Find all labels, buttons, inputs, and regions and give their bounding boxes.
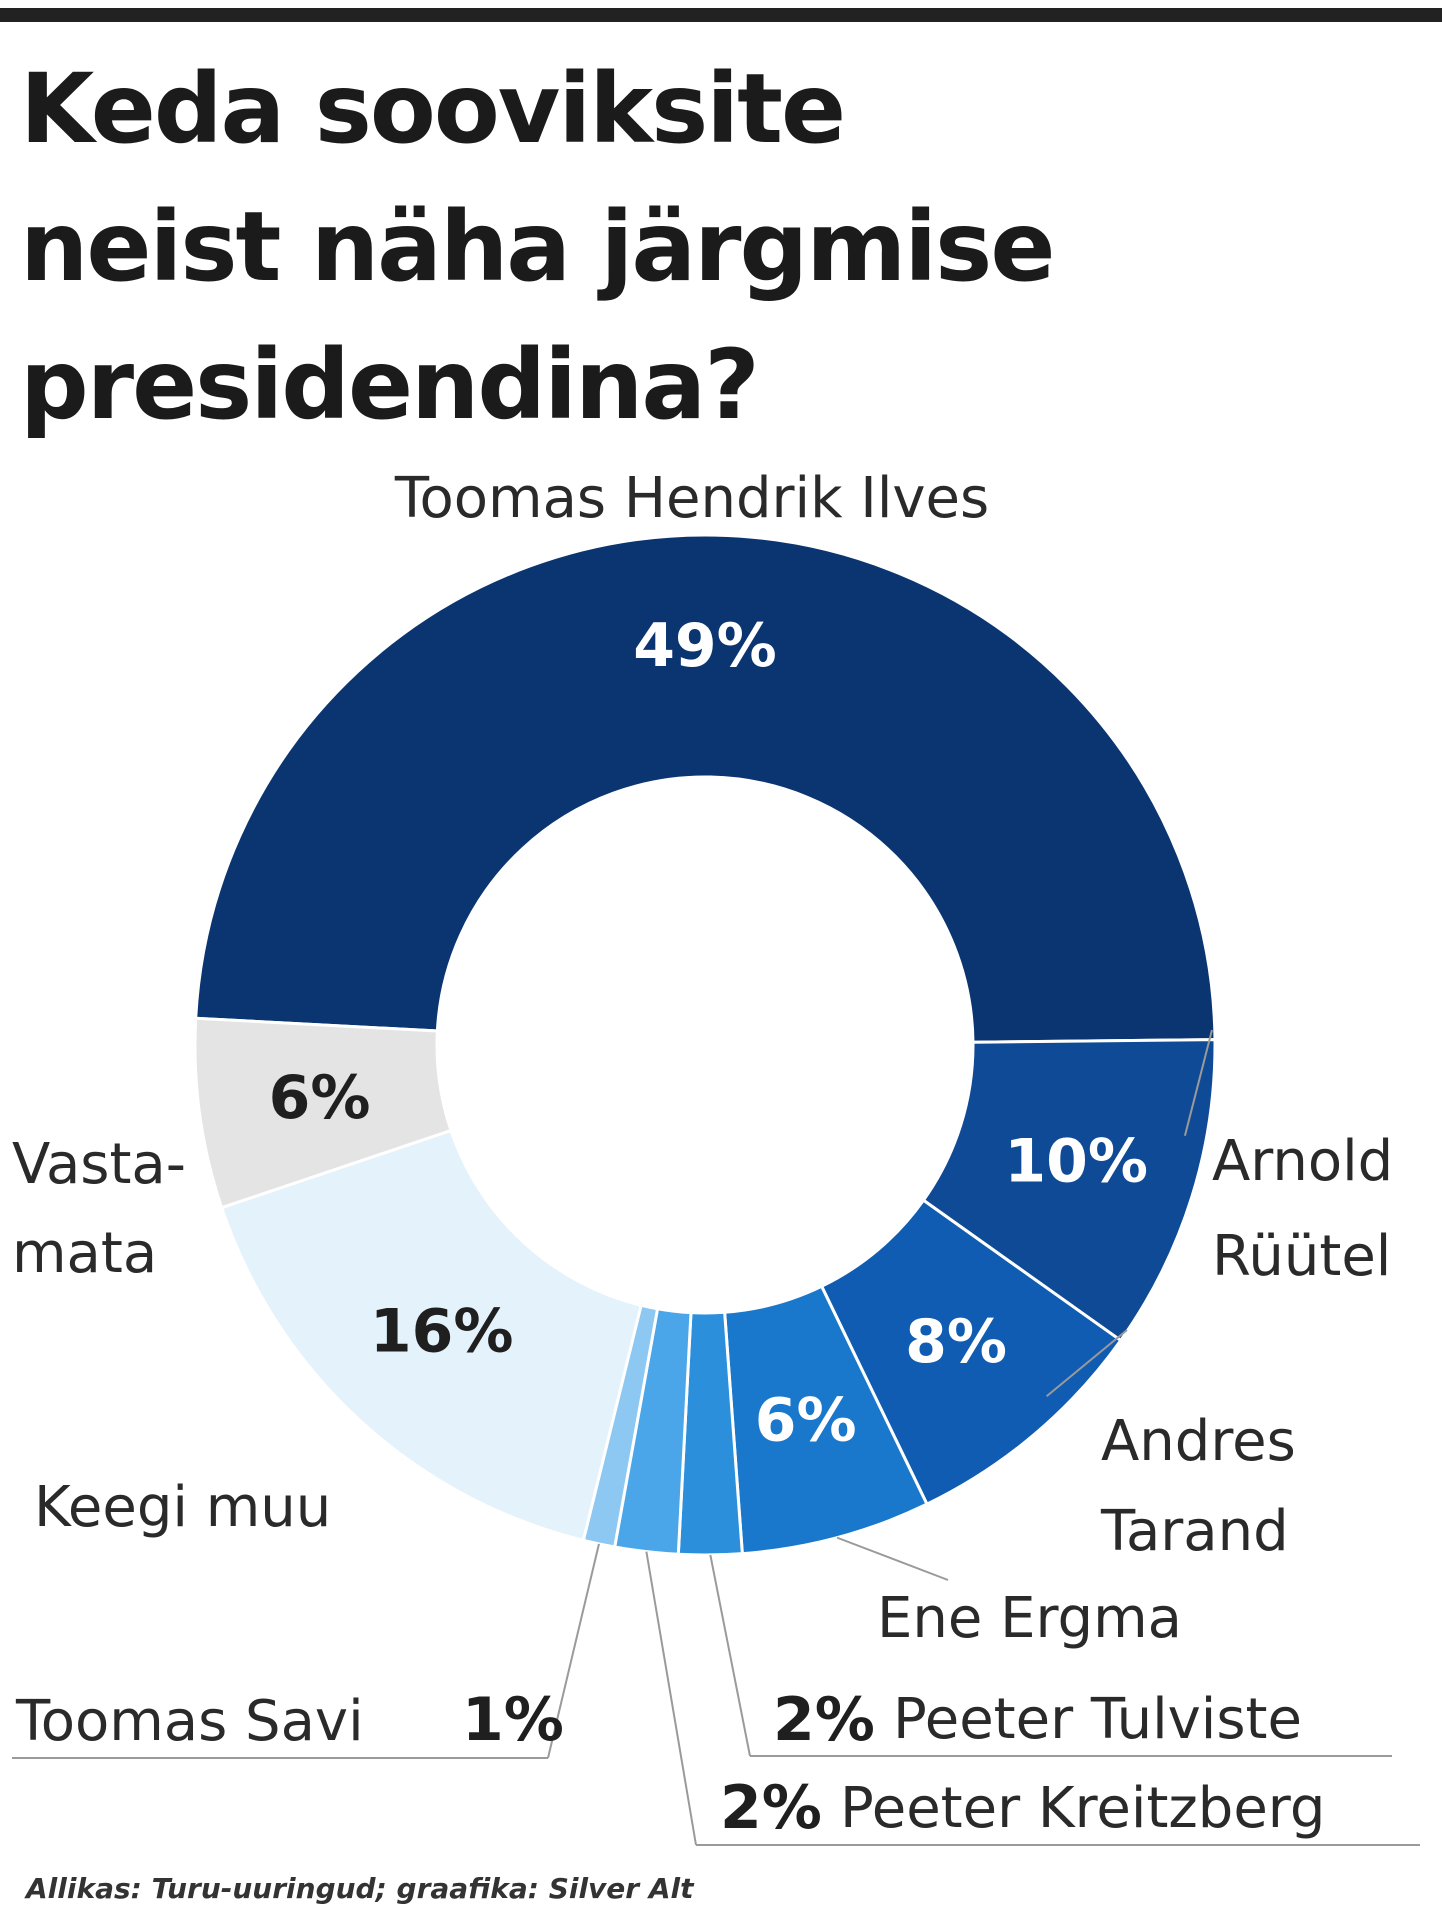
chart-title: Keda sooviksite neist näha järgmise pres… — [20, 40, 1420, 454]
value-ruutel: 10% — [1004, 1126, 1148, 1196]
leader-lines — [12, 1029, 1420, 1846]
leader-tarand — [1045, 1329, 1128, 1398]
value-ilves: 49% — [633, 611, 777, 681]
value-tulviste: 2% — [773, 1685, 875, 1755]
leader-savi — [547, 1543, 600, 1759]
value-kreitzberg: 2% — [720, 1773, 822, 1843]
label-tarand-1: Andres — [1101, 1409, 1296, 1474]
label-keegi-muu: Keegi muu — [34, 1475, 331, 1540]
value-keegi-muu: 16% — [370, 1296, 514, 1366]
label-vastamata-1: Vasta- — [12, 1132, 186, 1197]
label-ruutel-1: Arnold — [1212, 1129, 1393, 1194]
label-savi: Toomas Savi — [15, 1689, 364, 1754]
value-tarand: 8% — [905, 1307, 1007, 1377]
title-line-3: presidendina? — [20, 329, 760, 441]
slice-keegi-muu — [219, 1128, 643, 1543]
value-ergma: 6% — [755, 1386, 857, 1456]
value-savi: 1% — [462, 1685, 564, 1755]
title-line-2: neist näha järgmise — [20, 191, 1055, 303]
slice-ruutel — [921, 1038, 1217, 1343]
label-ilves: Toomas Hendrik Ilves — [394, 466, 989, 531]
slice-ilves — [194, 533, 1217, 1044]
label-vastamata-2: mata — [12, 1221, 157, 1286]
label-ergma: Ene Ergma — [877, 1586, 1182, 1651]
source-credit: Allikas: Turu-uuringud; graafika: Silver… — [26, 1872, 694, 1905]
title-line-1: Keda sooviksite — [20, 53, 846, 165]
value-labels: 49% 10% 8% 6% 16% 6% 2% 2% 1% — [269, 611, 1148, 1843]
leader-ruutel — [1183, 1029, 1213, 1137]
leader-kreitzberg — [645, 1551, 697, 1846]
label-kreitzberg: Peeter Kreitzberg — [840, 1776, 1325, 1841]
label-ruutel-2: Rüütel — [1212, 1224, 1391, 1289]
slice-vastamata — [193, 1016, 453, 1210]
top-rule — [0, 8, 1442, 22]
label-tulviste: Peeter Tulviste — [893, 1687, 1302, 1752]
label-tarand-2: Tarand — [1100, 1499, 1289, 1564]
leader-tulviste — [709, 1554, 751, 1757]
donut-slices — [193, 533, 1217, 1557]
value-vastamata: 6% — [269, 1063, 371, 1133]
leader-ergma — [836, 1536, 949, 1581]
